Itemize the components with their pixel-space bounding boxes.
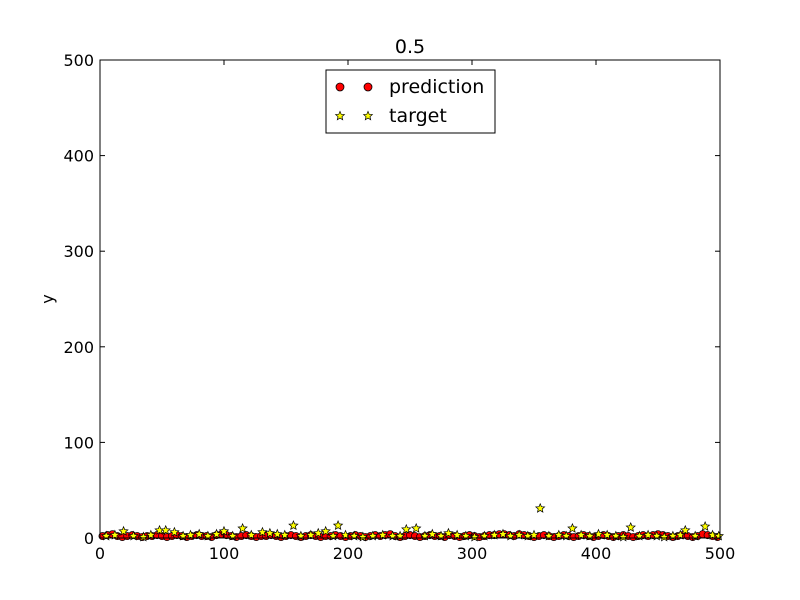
- chart-title: 0.5: [395, 36, 425, 58]
- target-point-11: [193, 528, 205, 539]
- target-point-54: [553, 529, 565, 540]
- target-point-16: [237, 522, 248, 533]
- legend-target-label: target: [389, 105, 447, 127]
- target-point-65: [642, 529, 654, 540]
- y-tick-label-3: 300: [63, 242, 94, 261]
- target-point-72: [699, 521, 711, 531]
- target-point-60: [601, 529, 613, 540]
- target-point-19: [264, 527, 276, 538]
- target-point-21: [279, 529, 290, 540]
- target-point-44: [469, 531, 480, 542]
- legend-prediction-marker-2: [363, 82, 373, 92]
- target-point-4: [138, 531, 149, 542]
- target-point-28: [332, 520, 344, 531]
- target-point-37: [410, 522, 422, 533]
- x-tick-label-1: 100: [209, 544, 240, 563]
- target-point-33: [377, 529, 388, 540]
- y-axis-label: y: [38, 294, 57, 303]
- target-point-2: [118, 525, 129, 536]
- target-point-62: [618, 531, 629, 542]
- axis-tick-labels: 0 100 200 300 400 500 0 100 200 300 400 500: [63, 51, 735, 563]
- plot-area-frame: [99, 59, 721, 539]
- target-point-41: [443, 527, 454, 538]
- target-point-63: [625, 521, 636, 532]
- target-point-51: [528, 529, 540, 540]
- y-tick-label-1: 100: [63, 433, 94, 452]
- target-point-36: [401, 523, 412, 534]
- target-point-57: [575, 529, 587, 540]
- legend-target-marker-2: [362, 110, 374, 121]
- legend-prediction-label: prediction: [389, 76, 484, 98]
- target-point-49: [513, 529, 525, 540]
- target-point-1: [109, 529, 121, 540]
- target-point-56: [567, 522, 578, 533]
- target-point-17: [246, 529, 257, 540]
- target-point-26: [320, 525, 331, 536]
- target-point-22: [288, 520, 299, 531]
- target-point-8: [169, 526, 180, 537]
- legend-target-marker-1: [334, 110, 346, 121]
- y-tick-label-4: 400: [63, 147, 94, 166]
- target-point-39: [427, 528, 438, 539]
- target-point-7: [160, 524, 171, 535]
- axis-ticks: [99, 59, 721, 539]
- target-point-25: [313, 527, 324, 538]
- x-tick-label-4: 400: [581, 544, 612, 563]
- target-point-67: [658, 531, 670, 542]
- target-point-73: [707, 529, 718, 540]
- target-point-52: [534, 502, 546, 513]
- target-point-13: [211, 528, 222, 539]
- target-point-46: [489, 529, 500, 540]
- target-point-18: [257, 526, 268, 537]
- target-point-70: [680, 524, 691, 535]
- target-point-24: [305, 529, 317, 540]
- y-tick-label-5: 500: [63, 51, 94, 70]
- x-tick-label-3: 300: [457, 544, 488, 563]
- legend: prediction target: [325, 69, 496, 134]
- y-tick-label-0: 0: [84, 529, 94, 548]
- legend-prediction-marker-1: [335, 82, 345, 92]
- target-point-5: [145, 529, 157, 540]
- x-tick-label-2: 200: [333, 544, 364, 563]
- target-point-10: [185, 529, 196, 540]
- target-point-47: [497, 528, 509, 539]
- legend-box: [325, 69, 496, 134]
- target-point-31: [357, 531, 369, 542]
- target-point-42: [451, 529, 463, 540]
- y-tick-label-2: 200: [63, 338, 94, 357]
- x-tick-label-5: 500: [705, 544, 736, 563]
- data-marks: [98, 502, 724, 542]
- target-point-20: [272, 528, 283, 539]
- x-tick-label-0: 0: [95, 544, 105, 563]
